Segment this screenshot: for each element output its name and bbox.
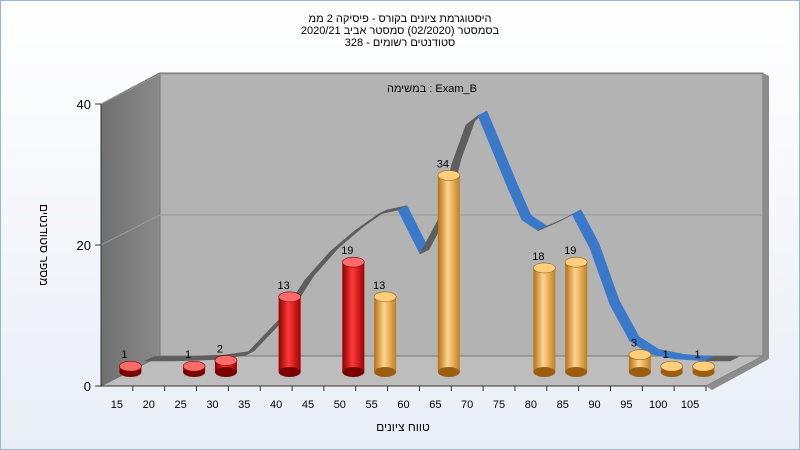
x-tick-label: 20: [143, 399, 155, 411]
grid-line-left: [100, 214, 161, 246]
bar-base: [437, 367, 460, 377]
bar-top: [214, 355, 238, 366]
y-axis-label: מספר סטודנטים: [37, 204, 51, 286]
bar-base: [565, 367, 588, 377]
bar-value-label: 13: [373, 280, 385, 292]
bar-value-label: 2: [217, 343, 223, 355]
bar-15: [119, 360, 142, 377]
chart-title-line3: סטודנטים רשומים - 328: [344, 37, 456, 49]
bar-105: [692, 360, 715, 377]
bar-top: [692, 360, 715, 372]
bar-55: [373, 291, 397, 377]
bar-value-label: 19: [564, 245, 576, 257]
bar-value-label: 34: [437, 158, 449, 170]
x-tick-label: 30: [206, 399, 218, 411]
x-tick-label: 105: [681, 399, 699, 411]
bar-value-label: 3: [631, 338, 637, 350]
bar-value-label: 18: [532, 251, 544, 263]
x-tick-label: 70: [461, 399, 473, 411]
x-tick-label: 15: [111, 399, 123, 411]
bar-65: [437, 170, 461, 377]
bar-top: [628, 349, 652, 360]
x-tick-label: 65: [429, 399, 441, 411]
bar-40: [278, 291, 301, 377]
bar-body: [437, 175, 460, 372]
x-axis-label: טווח ציונים: [376, 420, 430, 434]
x-tick-label: 40: [270, 399, 282, 411]
bar-top: [342, 256, 365, 268]
x-tick-label: 85: [557, 399, 569, 411]
bar-body: [278, 296, 301, 372]
bar-base: [342, 367, 365, 377]
chart-title-line2: בסמסטר (02/2020) סמסטר אביב 2020/21: [300, 25, 500, 37]
y-tick-label: 20: [77, 238, 91, 253]
bar-50: [342, 256, 365, 377]
bar-base: [374, 367, 397, 377]
bar-value-label: 1: [121, 349, 127, 361]
bar-body: [342, 262, 365, 372]
bar-top: [437, 170, 461, 181]
x-tick-label: 100: [649, 399, 667, 411]
bar-top: [533, 262, 556, 274]
bar-value-label: 1: [663, 349, 669, 361]
x-tick-label: 60: [397, 399, 409, 411]
bar-body: [374, 296, 397, 372]
bar-80: [533, 262, 556, 377]
x-tick-label: 25: [174, 399, 186, 411]
x-tick-label: 90: [588, 399, 600, 411]
bar-base: [628, 367, 651, 377]
chart-title-line1: היסטוגרמת ציונים בקורס - פיסיקה 2 ממ: [308, 13, 492, 25]
right-edge-shadow: [763, 73, 769, 359]
x-tick-label: 45: [302, 399, 314, 411]
bar-value-label: 1: [695, 349, 701, 361]
x-tick-label: 50: [334, 399, 346, 411]
bar-top: [660, 360, 684, 372]
distribution-ribbon-segment: [704, 356, 740, 362]
bar-value-label: 19: [341, 245, 353, 257]
bar-30: [214, 355, 238, 377]
bar-top: [182, 360, 206, 372]
bar-body: [214, 360, 237, 372]
grid-line-left: [100, 73, 161, 105]
x-tick-label: 95: [620, 399, 632, 411]
floor-edge-shadow: [706, 356, 769, 390]
bar-85: [564, 256, 588, 377]
chart-annotation: במשימה : Exam_B: [387, 83, 477, 95]
y-tick-label: 40: [77, 97, 91, 112]
bar-base: [533, 367, 556, 377]
bar-95: [628, 349, 652, 377]
bar-25: [182, 360, 206, 377]
bar-body: [565, 262, 588, 372]
bar-top: [119, 360, 142, 372]
bar-top: [373, 291, 397, 303]
x-tick-label: 75: [493, 399, 505, 411]
bar-value-label: 13: [278, 280, 290, 292]
bar-base: [278, 367, 301, 377]
bar-value-label: 1: [185, 349, 191, 361]
x-tick-label: 55: [366, 399, 378, 411]
bar-body: [533, 267, 556, 372]
x-tick-label: 80: [525, 399, 537, 411]
bar-100: [660, 360, 684, 377]
y-tick-label: 0: [84, 379, 91, 394]
bar-top: [278, 291, 301, 303]
bar-top: [564, 256, 588, 268]
bar-base: [214, 367, 237, 377]
x-tick-label: 35: [238, 399, 250, 411]
